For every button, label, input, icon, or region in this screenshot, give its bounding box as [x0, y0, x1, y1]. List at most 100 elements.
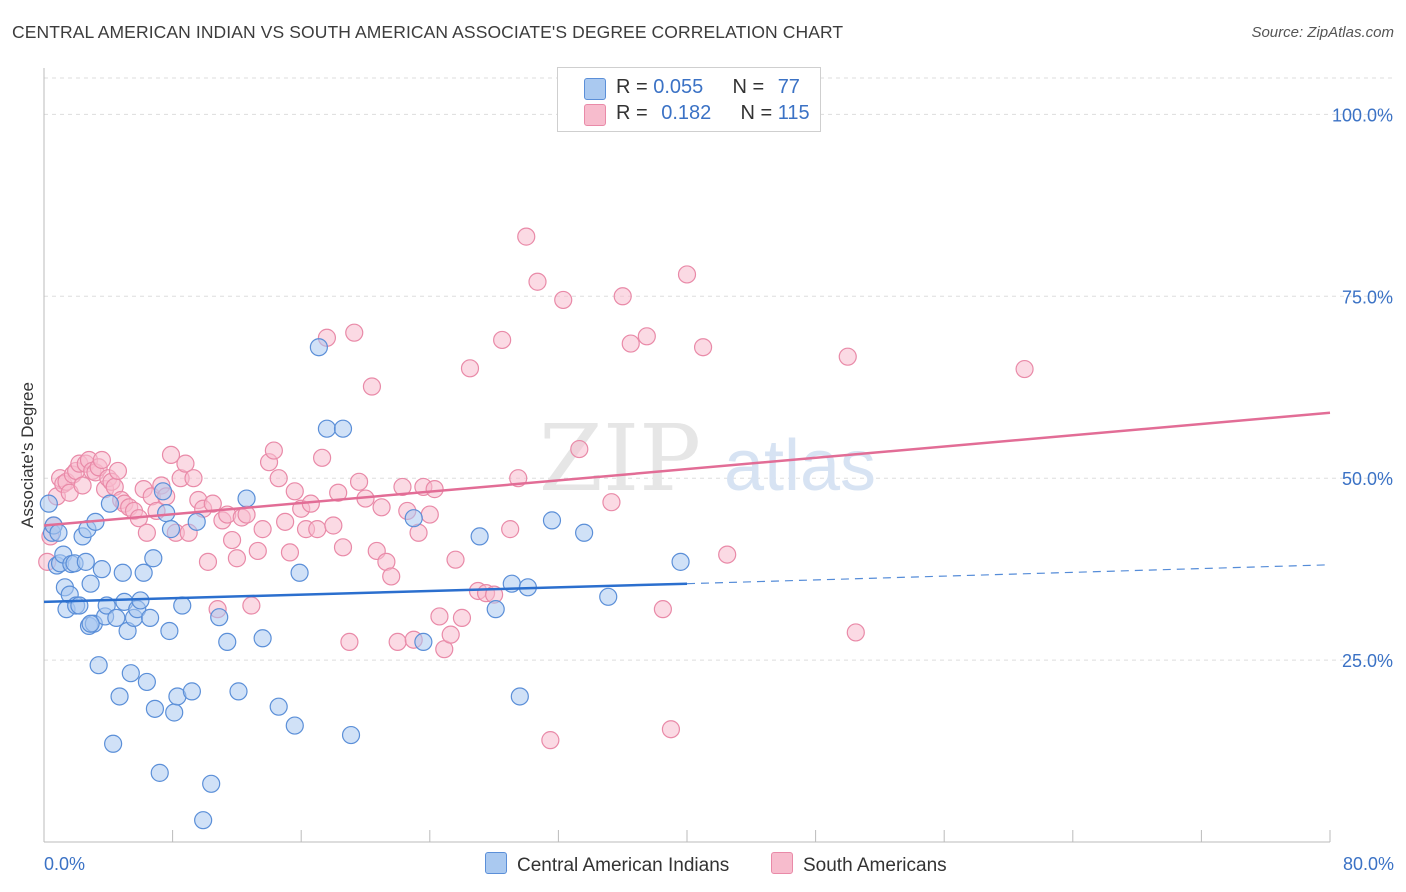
central-american-indians-point [173, 596, 192, 615]
central-american-indians-point [309, 338, 328, 357]
correlation-legend: R = 0.055 N = 77 R = 0.182 N = 115 [557, 67, 821, 132]
central-american-indians-point [76, 552, 95, 571]
south-americans-point [613, 287, 632, 306]
south-americans-point [264, 441, 283, 460]
x-tick-label: 80.0% [1343, 854, 1394, 874]
central-american-indians-point [510, 687, 529, 706]
central-american-indians-point [89, 656, 108, 675]
south-americans-point [693, 338, 713, 357]
central-american-indians-point [100, 494, 120, 513]
central-american-indians-point [269, 697, 288, 716]
y-axis-label: Associate's Degree [18, 382, 37, 528]
south-americans-point [276, 512, 295, 531]
central-american-indians-point [333, 419, 353, 438]
series-swatch-pink [771, 852, 793, 874]
series-label-pink: South Americans [803, 855, 947, 876]
central-american-indians-point [39, 494, 58, 513]
gridlines [44, 77, 1394, 661]
central-american-indians-point [113, 563, 132, 582]
south-americans-point [253, 520, 272, 539]
south-americans-point [570, 439, 589, 459]
south-americans-point [333, 538, 353, 557]
south-americans-point [92, 450, 111, 470]
south-americans-point [528, 272, 547, 291]
blue-trend-extension [686, 564, 1331, 585]
south-americans-point [493, 330, 512, 350]
south-americans-point [661, 720, 681, 739]
y-tick-label: 100.0% [1332, 105, 1393, 125]
central-american-indians-point [253, 629, 272, 648]
chart-title: CENTRAL AMERICAN INDIAN VS SOUTH AMERICA… [12, 22, 844, 42]
watermark: ZIP atlas [539, 405, 876, 512]
central-american-indians-point [137, 672, 156, 692]
blue-trend-line [43, 582, 688, 604]
south-americans-point [846, 623, 865, 642]
south-americans-point [340, 632, 359, 652]
south-americans-point [501, 520, 520, 539]
south-americans-points [38, 227, 1034, 750]
south-americans-point [73, 476, 92, 495]
central-american-indians-point [144, 549, 163, 568]
legend-blue-r-value: 0.055 [653, 76, 704, 98]
central-american-indians-point [317, 419, 337, 438]
south-americans-point [517, 227, 536, 246]
south-americans-point [372, 498, 391, 517]
south-americans-point [718, 545, 737, 564]
central-american-indians-point [285, 716, 304, 735]
south-americans-point [248, 541, 267, 561]
series-label-blue: Central American Indians [517, 855, 730, 876]
south-americans-point [441, 625, 460, 644]
south-americans-point [382, 567, 401, 586]
legend-pink-n-value: 115 [777, 102, 810, 124]
south-americans-point [420, 505, 439, 524]
central-american-indians-point [486, 600, 505, 619]
central-american-indians-point [110, 687, 129, 706]
central-american-indians-point [599, 587, 618, 606]
y-tick-label: 75.0% [1342, 287, 1393, 307]
south-americans-point [227, 549, 246, 568]
watermark-atlas: atlas [724, 426, 876, 506]
central-american-indians-point [165, 703, 184, 722]
south-americans-point [637, 327, 656, 346]
central-american-indians-point [210, 608, 229, 627]
central-american-indians-point [107, 608, 126, 627]
south-americans-point [430, 607, 449, 626]
central-american-indians-point [145, 699, 165, 718]
central-american-indians-point [92, 560, 111, 579]
central-american-indians-point [160, 621, 179, 641]
central-american-indians-point [81, 614, 100, 633]
south-americans-point [425, 480, 444, 499]
south-americans-point [653, 600, 672, 619]
south-americans-point [137, 523, 156, 542]
central-american-indians-point [341, 725, 361, 745]
central-american-indians-point [671, 552, 690, 571]
legend-blue-n-label: N = [732, 76, 770, 98]
legend-pink-r-label: R = [616, 102, 654, 124]
series-legend-blue: Central American Indians [485, 852, 729, 877]
south-americans-point [349, 472, 369, 491]
legend-pink-r-value: 0.182 [661, 102, 712, 124]
x-tick-label: 0.0% [44, 854, 85, 874]
central-american-indians-point [542, 511, 562, 530]
series-swatch-blue [485, 852, 507, 874]
south-americans-point [393, 477, 412, 497]
south-americans-point [161, 445, 181, 465]
south-americans-point [677, 265, 697, 284]
south-americans-point [324, 516, 343, 535]
central-american-indians-point [470, 527, 489, 546]
central-american-indians-point [218, 632, 237, 652]
south-americans-point [362, 377, 382, 396]
south-americans-point [838, 347, 857, 366]
central-american-indians-point [134, 563, 153, 582]
axes [43, 68, 1331, 843]
south-americans-point [108, 461, 128, 481]
central-american-indians-point [290, 563, 309, 582]
pink-trend-line [43, 411, 1331, 527]
south-americans-point [452, 608, 472, 627]
south-americans-point [285, 482, 304, 501]
south-americans-point [242, 596, 261, 615]
central-american-indians-point [140, 608, 160, 627]
central-american-indians-point [575, 523, 594, 542]
central-american-indians-point [229, 682, 248, 701]
